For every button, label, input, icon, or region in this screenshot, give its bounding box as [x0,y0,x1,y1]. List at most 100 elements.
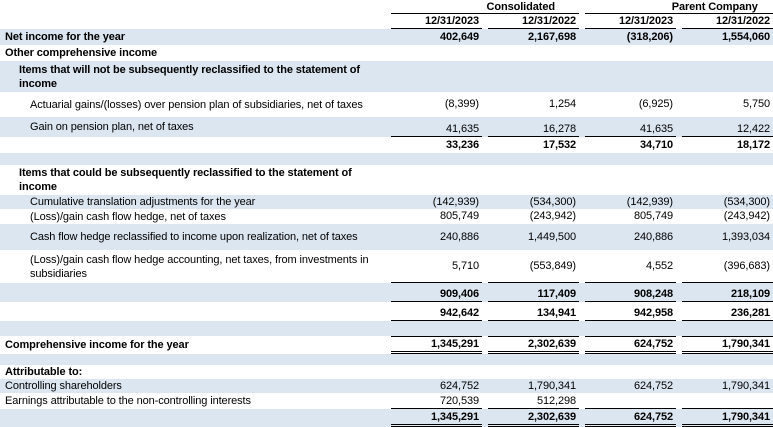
value-cell: (553,849) [482,250,579,283]
value-cell: (142,939) [626,195,673,208]
value-cell: (243,942) [529,210,576,222]
value-cell: 805,749 [439,210,479,222]
column-group-label: Parent Company [671,1,758,13]
value-cell: 4,552 [579,250,676,283]
value-cell: 908,248 [579,283,676,302]
spacer-row [0,354,773,365]
value-cell: 2,302,639 [482,336,579,354]
row-label [0,409,385,427]
header-spacer [0,0,385,14]
row-label: Cash flow hedge reclassified to income u… [30,231,358,243]
row-label: Net income for the year [5,31,125,43]
row-label: Comprehensive income for the year [5,339,189,351]
value-cell: 240,886 [439,230,479,243]
value-cell: 5,750 [742,98,770,110]
row-label: Earnings attributable to the non-control… [5,395,251,407]
value-cell: 1,790,341 [721,379,770,392]
value-cell: 624,752 [439,379,479,392]
value-cell: 18,172 [736,138,770,151]
row-cash-flow-hedge: (Loss)/gain cash flow hedge, net of taxe… [0,209,773,224]
value-cell: (534,300) [723,195,770,208]
row-items-not-reclassified-header: Items that will not be subsequently recl… [0,61,773,92]
value-cell: 34,710 [639,138,673,151]
value-cell [579,393,676,409]
row-gain-pension-plan: Gain on pension plan, net of taxes 41,63… [0,117,773,137]
value-cell: (6,925) [638,98,673,110]
value-cell: 134,941 [482,302,579,321]
row-label: Actuarial gains/(losses) over pension pl… [30,98,363,111]
value-cell: 402,649 [439,30,479,43]
value-cell: (8,399) [444,98,479,110]
value-cell: 5,710 [385,250,482,283]
row-attributable-total: 1,345,291 2,302,639 624,752 1,790,341 [0,409,773,427]
table-header-dates: 12/31/2023 12/31/2022 12/31/2023 12/31/2… [0,14,773,29]
row-hedge-accounting-subsidiaries: (Loss)/gain cash flow hedge accounting, … [0,250,773,283]
value-cell: 1,790,341 [527,379,576,392]
value-cell: 2,167,698 [527,30,576,43]
value-cell: 33,236 [445,138,479,151]
row-cumulative-translation-adjustments: Cumulative translation adjustments for t… [0,195,773,209]
value-cell: 720,539 [385,393,482,409]
value-cell: (396,683) [676,250,773,283]
value-cell: 624,752 [579,336,676,354]
row-label: Gain on pension plan, net of taxes [30,121,194,133]
row-label: Other comprehensive income [5,47,158,59]
value-cell [676,393,773,409]
spacer-row [0,321,773,336]
column-header: 12/31/2023 [579,14,676,29]
value-cell: (318,206) [626,30,673,43]
value-cell: (142,939) [432,195,479,208]
value-cell: 1,449,500 [527,230,576,243]
value-cell: 942,642 [385,302,482,321]
row-label: Items that will not be subsequently recl… [19,63,360,90]
row-attributable-to: Attributable to: [0,365,773,379]
value-cell: 16,278 [482,117,579,137]
value-cell: (534,300) [529,195,576,208]
spacer-row [0,153,773,165]
row-other-comprehensive-income: Other comprehensive income [0,45,773,61]
value-cell: 17,532 [542,138,576,151]
table-header-groups: Consolidated Parent Company [0,0,773,14]
row-label [0,302,385,321]
value-cell: 1,254 [548,98,576,110]
row-controlling-shareholders: Controlling shareholders 624,752 1,790,3… [0,379,773,393]
value-cell: 41,635 [385,117,482,137]
row-subtotal-could-be-reclassified: 909,406 117,409 908,248 218,109 [0,283,773,302]
header-spacer [0,14,385,29]
row-items-could-be-reclassified-header: Items that could be subsequently reclass… [0,165,773,195]
value-cell: 117,409 [482,283,579,302]
value-cell: 1,345,291 [385,409,482,427]
row-hedge-reclassified: Cash flow hedge reclassified to income u… [0,224,773,250]
column-header: 12/31/2022 [482,14,579,29]
value-cell: 805,749 [633,210,673,222]
row-label: Controlling shareholders [5,380,122,392]
row-label [0,283,385,302]
row-label: (Loss)/gain cash flow hedge accounting, … [30,253,369,280]
value-cell: 624,752 [579,409,676,427]
value-cell: 942,958 [579,302,676,321]
row-comprehensive-income: Comprehensive income for the year 1,345,… [0,336,773,354]
value-cell: 624,752 [633,379,673,392]
row-total-other-comprehensive-income: 942,642 134,941 942,958 236,281 [0,302,773,321]
value-cell: 909,406 [385,283,482,302]
row-subtotal-not-reclassified: 33,236 17,532 34,710 18,172 [0,137,773,153]
value-cell: 1,393,034 [721,230,770,243]
value-cell: 1,790,341 [676,336,773,354]
value-cell: 1,554,060 [721,30,770,43]
row-label: (Loss)/gain cash flow hedge, net of taxe… [30,210,226,223]
column-header: 12/31/2022 [676,14,773,29]
value-cell: 236,281 [676,302,773,321]
column-group-label: Consolidated [486,1,555,13]
value-cell: 1,345,291 [385,336,482,354]
column-group-parent-company: Parent Company [579,0,773,14]
value-cell: (243,942) [723,210,770,222]
value-cell: 240,886 [633,230,673,243]
value-cell: 512,298 [482,393,579,409]
column-group-consolidated: Consolidated [385,0,579,14]
row-actuarial-gains-losses: Actuarial gains/(losses) over pension pl… [0,92,773,117]
value-cell: 12,422 [676,117,773,137]
value-cell: 2,302,639 [482,409,579,427]
row-label: Items that could be subsequently reclass… [19,167,352,193]
row-label [0,137,385,153]
